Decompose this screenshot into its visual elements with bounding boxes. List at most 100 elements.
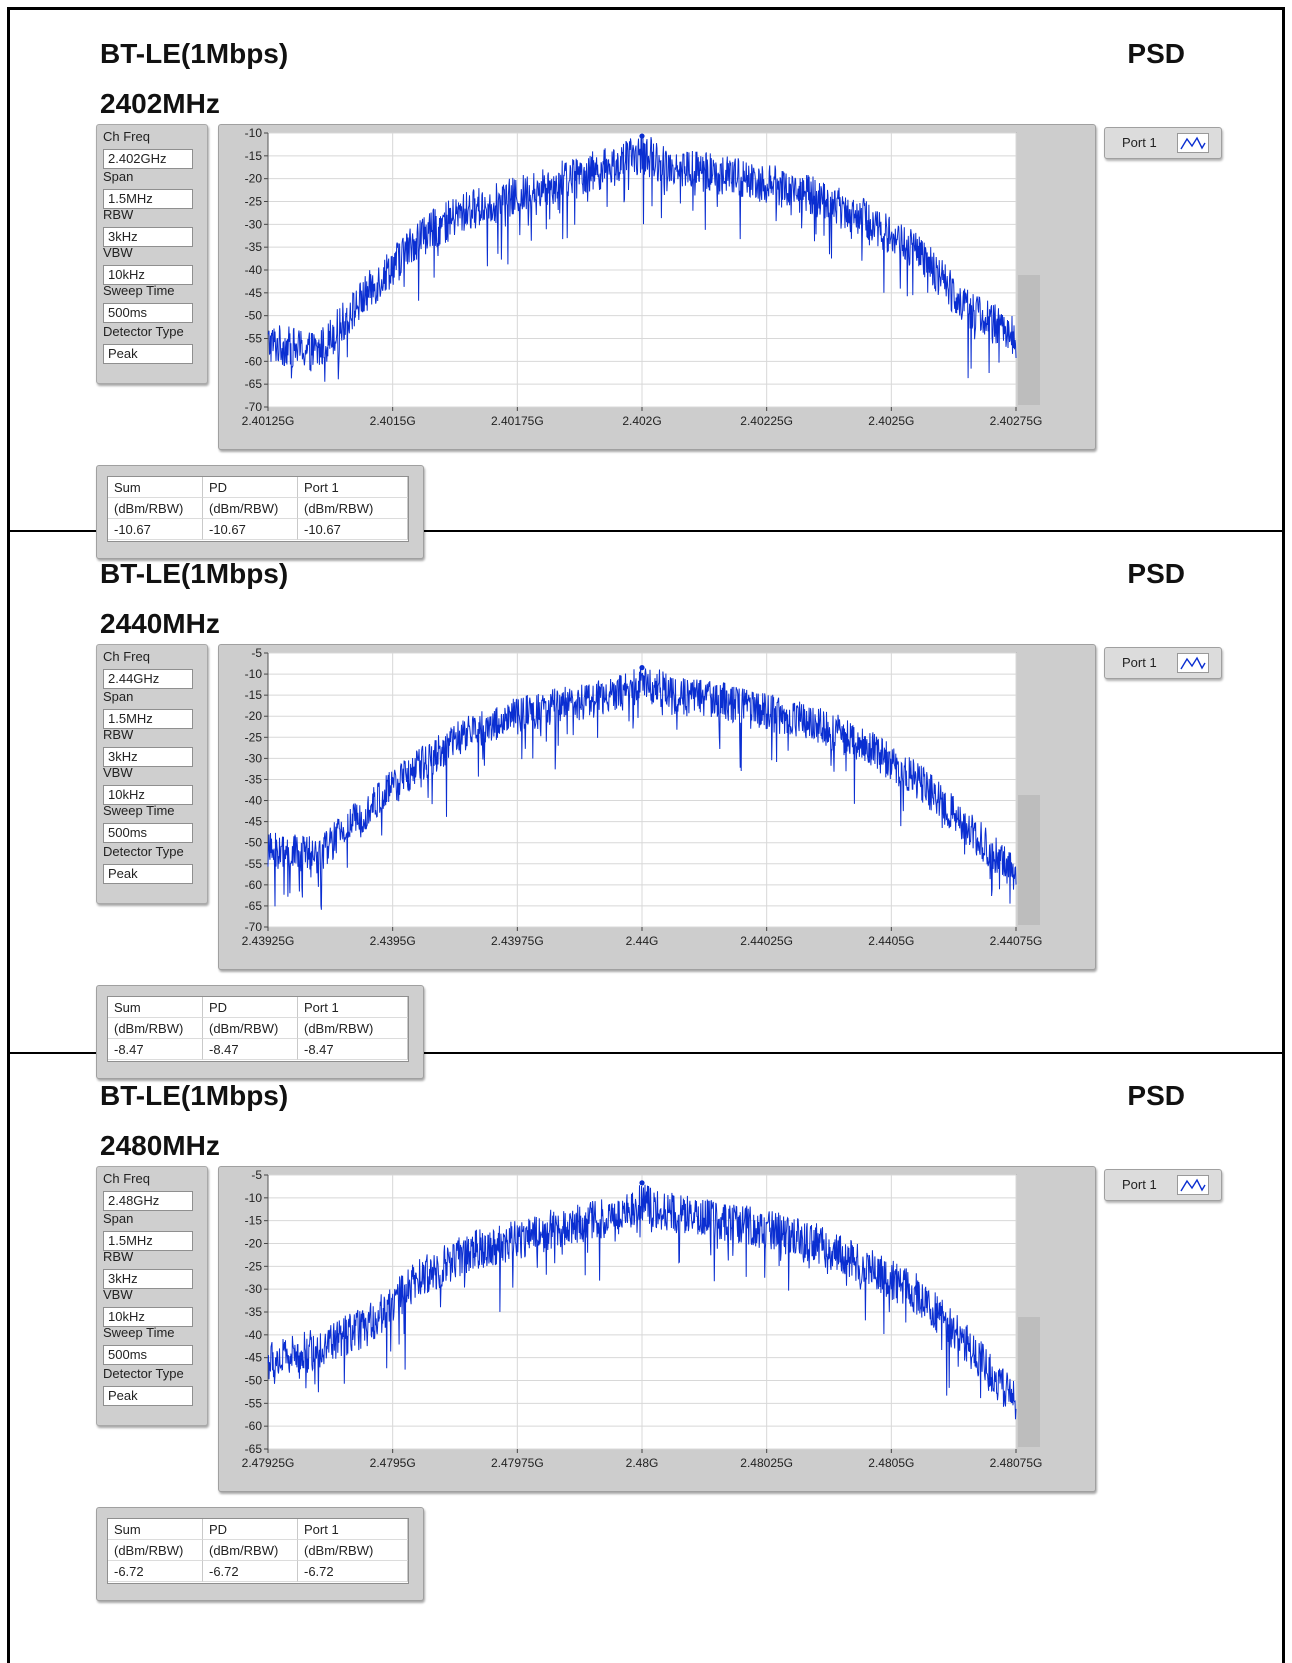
rbw-label: RBW bbox=[103, 207, 134, 222]
table-unit-cell: (dBm/RBW) bbox=[108, 1018, 203, 1039]
table-unit-cell: (dBm/RBW) bbox=[108, 498, 203, 519]
y-tick-label: -10 bbox=[245, 667, 263, 681]
span-label: Span bbox=[103, 1211, 134, 1226]
sweep-time-field[interactable]: 500ms bbox=[103, 1345, 193, 1365]
panel-1: BT-LE(1Mbps) 2402MHz PSD Ch Freq 2.402GHz Spa… bbox=[10, 10, 1282, 560]
span-field[interactable]: 1.5MHz bbox=[103, 1231, 193, 1251]
plot-legend[interactable]: Port 1 bbox=[1104, 647, 1222, 679]
y-tick-label: -60 bbox=[245, 1419, 263, 1433]
y-tick-label: -55 bbox=[245, 1396, 263, 1410]
x-tick-label: 2.4805G bbox=[868, 1456, 914, 1470]
panel-2: BT-LE(1Mbps) 2440MHz PSD Ch Freq 2.44GHz Span… bbox=[10, 530, 1282, 1080]
y-tick-label: -45 bbox=[245, 286, 263, 300]
detector-type-field[interactable]: Peak bbox=[103, 864, 193, 884]
span-field[interactable]: 1.5MHz bbox=[103, 189, 193, 209]
x-tick-label: 2.4795G bbox=[370, 1456, 416, 1470]
y-tick-label: -45 bbox=[245, 815, 263, 829]
rbw-label: RBW bbox=[103, 1249, 134, 1264]
y-tick-label: -5 bbox=[251, 1168, 262, 1182]
y-tick-label: -35 bbox=[245, 1305, 263, 1319]
peak-marker bbox=[639, 133, 645, 139]
y-tick-label: -10 bbox=[245, 1191, 263, 1205]
vbw-field[interactable]: 10kHz bbox=[103, 785, 193, 805]
x-tick-label: 2.40225G bbox=[740, 414, 793, 428]
y-tick-label: -60 bbox=[245, 354, 263, 368]
detector-type-field[interactable]: Peak bbox=[103, 1386, 193, 1406]
psd-graph[interactable]: -10 -15 -20 -25 -30 -35 -40 -45 -50 -55 -60 -65 -70 2… bbox=[218, 124, 1096, 450]
panel-title: BT-LE(1Mbps) bbox=[100, 558, 289, 589]
ch-freq-field[interactable]: 2.402GHz bbox=[103, 149, 193, 169]
sweep-time-label: Sweep Time bbox=[103, 1325, 175, 1340]
y-tick-label: -30 bbox=[245, 1282, 263, 1296]
table-unit-cell: (dBm/RBW) bbox=[203, 1018, 298, 1039]
y-tick-label: -15 bbox=[245, 149, 263, 163]
table-body: Sum PD Port 1 (dBm/RBW) (dBm/RBW) (dBm/RBW) -6… bbox=[107, 1518, 409, 1584]
psd-label: PSD bbox=[1127, 1080, 1185, 1111]
psd-trace-port-1 bbox=[267, 1184, 1017, 1420]
x-tick-label: 2.44075G bbox=[990, 934, 1043, 948]
vbw-field[interactable]: 10kHz bbox=[103, 1307, 193, 1327]
span-field[interactable]: 1.5MHz bbox=[103, 709, 193, 729]
ch-freq-label: Ch Freq bbox=[103, 1171, 150, 1186]
x-tick-label: 2.48G bbox=[626, 1456, 659, 1470]
sweep-time-field[interactable]: 500ms bbox=[103, 303, 193, 323]
trace-style-icon[interactable] bbox=[1177, 1175, 1209, 1195]
panel-frequency: 2402MHz bbox=[100, 88, 220, 119]
table-unit-cell: (dBm/RBW) bbox=[298, 498, 408, 519]
plot-legend[interactable]: Port 1 bbox=[1104, 1169, 1222, 1201]
panel-3: BT-LE(1Mbps) 2480MHz PSD Ch Freq 2.48GHz Span… bbox=[10, 1052, 1282, 1602]
table-header-cell: PD bbox=[203, 1519, 298, 1540]
table-value-cell: -10.67 bbox=[203, 519, 298, 540]
detector-type-field[interactable]: Peak bbox=[103, 344, 193, 364]
power-summary-table: Sum PD Port 1 (dBm/RBW) (dBm/RBW) (dBm/RBW) -6… bbox=[96, 1507, 424, 1601]
table-header-cell: Sum bbox=[108, 477, 203, 498]
detector-type-label: Detector Type bbox=[103, 1366, 184, 1381]
y-tick-label: -25 bbox=[245, 730, 263, 744]
power-summary-table: Sum PD Port 1 (dBm/RBW) (dBm/RBW) (dBm/RBW) -8… bbox=[96, 985, 424, 1079]
y-tick-label: -40 bbox=[245, 1328, 263, 1342]
y-tick-label: -55 bbox=[245, 332, 263, 346]
legend-label: Port 1 bbox=[1122, 135, 1157, 150]
table-header-cell: Port 1 bbox=[298, 1519, 408, 1540]
y-tick-label: -50 bbox=[245, 836, 263, 850]
y-tick-label: -20 bbox=[245, 1237, 263, 1251]
rbw-field[interactable]: 3kHz bbox=[103, 747, 193, 767]
psd-graph[interactable]: -5 -10 -15 -20 -25 -30 -35 -40 -45 -50 -55 -60 -65 2.… bbox=[218, 1166, 1096, 1492]
section-divider bbox=[10, 530, 1282, 532]
x-tick-label: 2.48075G bbox=[990, 1456, 1043, 1470]
x-tick-label: 2.48025G bbox=[740, 1456, 793, 1470]
graph-side-strip bbox=[1018, 795, 1040, 925]
x-tick-label: 2.47975G bbox=[491, 1456, 544, 1470]
psd-chart-svg: -10-15-20-25-30-35-40-45-50-55-60-65-702… bbox=[242, 126, 1043, 428]
y-tick-label: -45 bbox=[245, 1351, 263, 1365]
x-tick-label: 2.4405G bbox=[868, 934, 914, 948]
sweep-time-field[interactable]: 500ms bbox=[103, 823, 193, 843]
span-label: Span bbox=[103, 689, 134, 704]
psd-graph[interactable]: -5 -10 -15 -20 -25 -30 -35 -40 -45 -50 -55 -60 -65 -7… bbox=[218, 644, 1096, 970]
y-tick-label: -65 bbox=[245, 1442, 263, 1456]
x-tick-label: 2.40275G bbox=[990, 414, 1043, 428]
vbw-field[interactable]: 10kHz bbox=[103, 265, 193, 285]
table-value-cell: -6.72 bbox=[108, 1561, 203, 1582]
rbw-label: RBW bbox=[103, 727, 134, 742]
rbw-field[interactable]: 3kHz bbox=[103, 227, 193, 247]
table-value-cell: -8.47 bbox=[108, 1039, 203, 1060]
table-header-cell: Port 1 bbox=[298, 477, 408, 498]
trace-style-icon[interactable] bbox=[1177, 653, 1209, 673]
parameter-panel: Ch Freq 2.48GHz Span 1.5MHz RBW 3kHz VBW 10kHz S… bbox=[96, 1166, 208, 1426]
psd-chart-svg: -5-10-15-20-25-30-35-40-45-50-55-60-652.… bbox=[242, 1168, 1043, 1470]
panel-title: BT-LE(1Mbps) bbox=[100, 1080, 289, 1111]
ch-freq-field[interactable]: 2.44GHz bbox=[103, 669, 193, 689]
sweep-time-label: Sweep Time bbox=[103, 283, 175, 298]
ch-freq-field[interactable]: 2.48GHz bbox=[103, 1191, 193, 1211]
x-tick-label: 2.4025G bbox=[868, 414, 914, 428]
table-header-cell: Port 1 bbox=[298, 997, 408, 1018]
trace-style-icon[interactable] bbox=[1177, 133, 1209, 153]
y-tick-label: -25 bbox=[245, 195, 263, 209]
panel-frequency: 2440MHz bbox=[100, 608, 220, 639]
plot-legend[interactable]: Port 1 bbox=[1104, 127, 1222, 159]
peak-marker bbox=[639, 1180, 645, 1186]
power-summary-table: Sum PD Port 1 (dBm/RBW) (dBm/RBW) (dBm/RBW) -1… bbox=[96, 465, 424, 559]
x-tick-label: 2.4015G bbox=[370, 414, 416, 428]
rbw-field[interactable]: 3kHz bbox=[103, 1269, 193, 1289]
